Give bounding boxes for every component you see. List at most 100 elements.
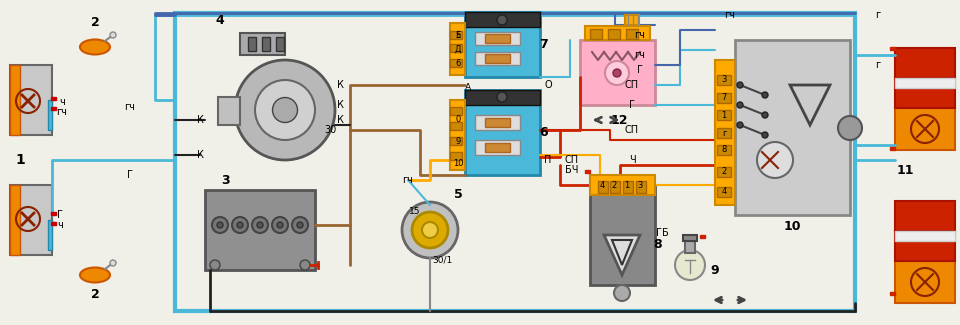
- Text: Г: Г: [127, 170, 133, 180]
- Text: гч: гч: [402, 175, 414, 185]
- Circle shape: [838, 116, 862, 140]
- Bar: [218, 97, 240, 125]
- Circle shape: [237, 222, 243, 228]
- Circle shape: [737, 122, 743, 128]
- Bar: [10, 65, 52, 135]
- Circle shape: [613, 69, 621, 77]
- Text: гч: гч: [57, 107, 67, 117]
- Bar: [895, 231, 955, 241]
- Text: 30: 30: [324, 125, 336, 135]
- Text: Е: Е: [455, 32, 461, 41]
- Bar: [51, 222, 56, 225]
- Bar: [465, 90, 540, 105]
- Text: 11: 11: [897, 163, 914, 176]
- Bar: [590, 185, 655, 285]
- Text: гч: гч: [725, 10, 735, 20]
- Bar: [717, 93, 731, 103]
- Text: 9: 9: [710, 264, 719, 277]
- Circle shape: [273, 98, 298, 123]
- Bar: [890, 47, 895, 50]
- Text: г: г: [876, 60, 880, 70]
- Circle shape: [235, 60, 335, 160]
- Text: 30/1: 30/1: [432, 255, 452, 265]
- Text: 2: 2: [721, 167, 727, 176]
- Text: Г: Г: [629, 100, 635, 110]
- Bar: [685, 241, 695, 253]
- Text: К: К: [337, 100, 344, 110]
- Bar: [485, 54, 510, 63]
- Bar: [450, 152, 462, 160]
- Text: 3: 3: [637, 180, 642, 189]
- Bar: [48, 220, 52, 250]
- Text: 3: 3: [221, 174, 229, 187]
- Bar: [717, 128, 731, 138]
- Bar: [610, 181, 620, 193]
- Text: К: К: [337, 80, 344, 90]
- Text: СП: СП: [625, 125, 639, 135]
- Text: ч: ч: [60, 97, 65, 107]
- Circle shape: [300, 260, 310, 270]
- Bar: [175, 13, 855, 311]
- Circle shape: [605, 61, 629, 85]
- Text: Д: Д: [455, 45, 461, 54]
- Circle shape: [614, 285, 630, 301]
- Bar: [465, 90, 540, 175]
- Bar: [450, 100, 465, 170]
- Text: г: г: [876, 10, 880, 20]
- Circle shape: [737, 82, 743, 88]
- Circle shape: [217, 222, 223, 228]
- Text: 15: 15: [409, 207, 420, 216]
- Bar: [240, 33, 285, 55]
- Text: Г: Г: [57, 210, 63, 220]
- Circle shape: [110, 32, 116, 38]
- Bar: [895, 201, 955, 231]
- Text: гч: гч: [635, 30, 645, 40]
- Bar: [475, 140, 520, 155]
- Bar: [475, 115, 520, 130]
- Circle shape: [402, 202, 458, 258]
- Text: К: К: [337, 115, 344, 125]
- Text: 8: 8: [721, 146, 727, 154]
- Ellipse shape: [80, 40, 110, 55]
- Text: 4: 4: [599, 180, 605, 189]
- Bar: [485, 34, 510, 43]
- Text: г: г: [722, 128, 726, 137]
- Bar: [626, 29, 638, 39]
- Text: СП: СП: [564, 155, 579, 165]
- Circle shape: [497, 92, 507, 102]
- Circle shape: [762, 92, 768, 98]
- Bar: [450, 31, 462, 39]
- Circle shape: [412, 212, 448, 248]
- Bar: [590, 175, 655, 195]
- Bar: [598, 181, 608, 193]
- Circle shape: [272, 217, 288, 233]
- Circle shape: [675, 250, 705, 280]
- Bar: [895, 78, 955, 88]
- Circle shape: [255, 80, 315, 140]
- Bar: [735, 40, 850, 215]
- Bar: [890, 147, 895, 150]
- Bar: [475, 52, 520, 65]
- Bar: [683, 235, 697, 241]
- Bar: [51, 97, 56, 100]
- Bar: [450, 23, 465, 75]
- Circle shape: [210, 260, 220, 270]
- Bar: [636, 181, 646, 193]
- Circle shape: [422, 222, 438, 238]
- Circle shape: [292, 217, 308, 233]
- Text: ч: ч: [58, 220, 62, 230]
- Circle shape: [762, 112, 768, 118]
- Text: К: К: [197, 150, 204, 160]
- Text: 7: 7: [540, 38, 548, 51]
- Text: О: О: [544, 80, 552, 90]
- Bar: [895, 48, 955, 78]
- Bar: [717, 75, 731, 85]
- Text: 2: 2: [612, 180, 616, 189]
- Text: 2: 2: [90, 17, 100, 30]
- Bar: [717, 167, 731, 177]
- Bar: [895, 108, 955, 150]
- Text: 4: 4: [216, 14, 225, 27]
- Circle shape: [277, 222, 283, 228]
- Text: гч: гч: [125, 102, 135, 112]
- Circle shape: [762, 132, 768, 138]
